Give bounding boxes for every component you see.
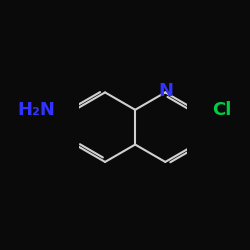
Text: N: N bbox=[158, 82, 173, 100]
Text: H₂N: H₂N bbox=[18, 101, 55, 119]
Text: Cl: Cl bbox=[212, 101, 232, 119]
